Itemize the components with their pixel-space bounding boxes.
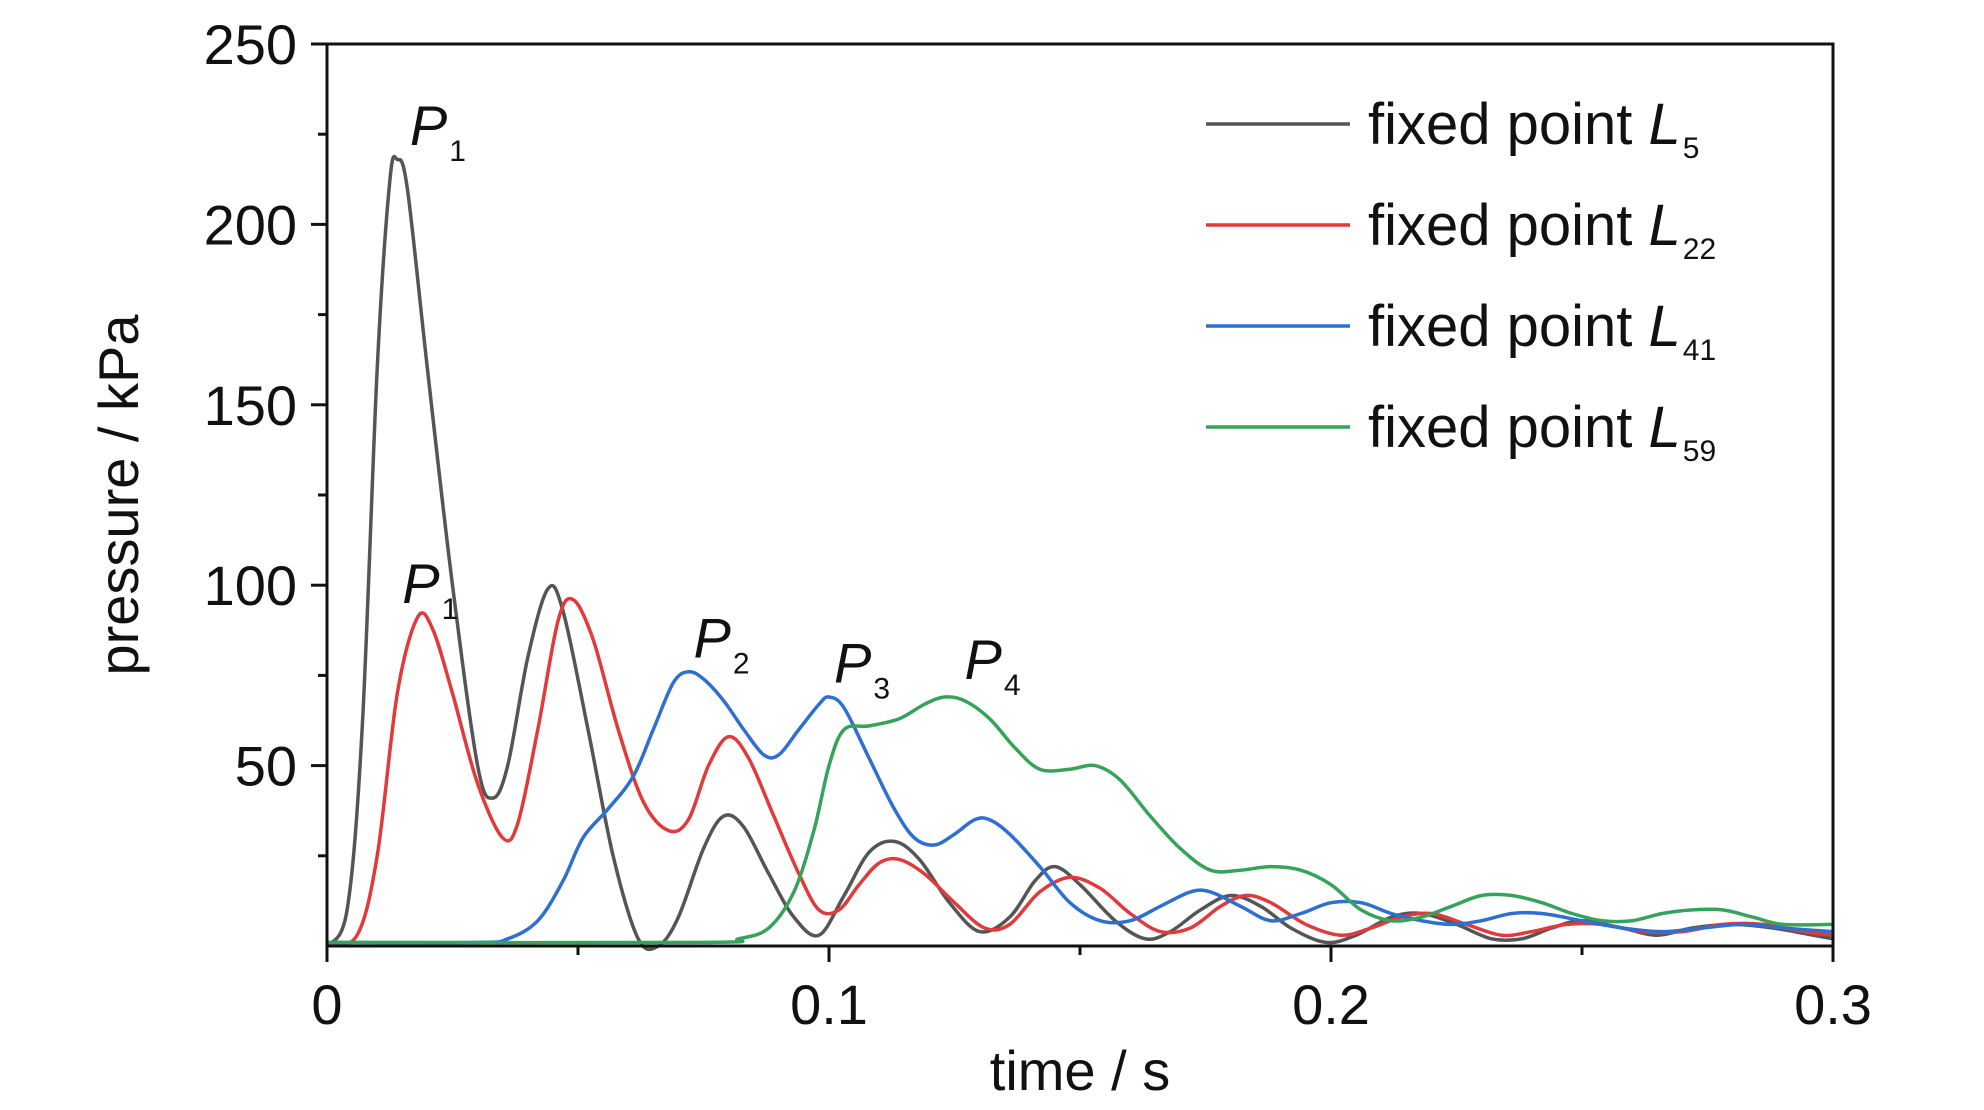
y-tick-label: 200	[204, 193, 297, 256]
x-tick-label: 0.3	[1794, 973, 1872, 1036]
series-layer	[325, 154, 1834, 952]
x-axis-title: time / s	[990, 1039, 1170, 1102]
series-line-2	[326, 596, 1834, 948]
x-tick-label: 0.1	[790, 973, 868, 1036]
legend: fixed point L5 fixed point L22 fixed point…	[1206, 92, 1716, 468]
peak-label-4: P3	[834, 632, 890, 706]
legend-label-1: fixed point L5	[1368, 92, 1699, 165]
y-tick-label: 150	[204, 374, 297, 437]
y-tick-label: 250	[204, 13, 297, 76]
peak-annotations: P1 P1 P2 P3 P4	[402, 94, 1020, 706]
legend-label-4: fixed point L59	[1368, 395, 1716, 468]
peak-label-1: P1	[410, 94, 466, 168]
legend-label-2: fixed point L22	[1368, 193, 1716, 266]
plot-frame	[325, 42, 1835, 948]
y-axis-title: pressure / kPa	[87, 314, 150, 676]
y-tick-label: 50	[235, 735, 297, 798]
peak-label-2: P1	[402, 552, 458, 626]
legend-label-3: fixed point L41	[1368, 294, 1716, 367]
series-line-4	[326, 695, 1834, 945]
ticks-layer: 0 0.1 0.2 0.3 50 100 150 200 250	[204, 13, 1872, 1036]
x-tick-label: 0.2	[1292, 973, 1370, 1036]
peak-label-3: P2	[693, 606, 749, 680]
peak-label-5: P4	[965, 628, 1021, 702]
series-line-3	[326, 669, 1834, 945]
x-tick-label: 0	[311, 973, 342, 1036]
y-tick-label: 100	[204, 554, 297, 617]
series-line-1	[325, 154, 1834, 952]
